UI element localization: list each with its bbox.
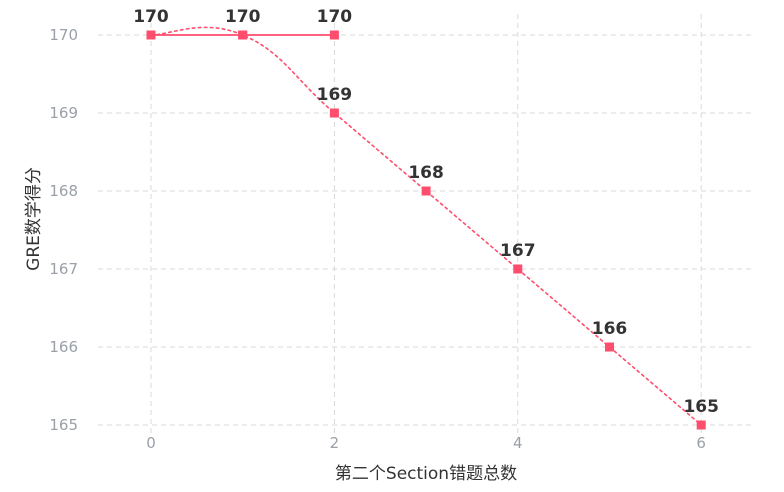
grid <box>98 14 752 438</box>
data-point-marker <box>146 30 156 40</box>
x-axis-title: 第二个Section错题总数 <box>335 464 517 484</box>
data-label: 168 <box>408 163 444 183</box>
x-tick-label: 4 <box>513 434 523 452</box>
y-tick-label: 168 <box>49 182 78 200</box>
x-tick-label: 6 <box>696 434 706 452</box>
x-tick-label: 0 <box>146 434 156 452</box>
data-label: 166 <box>592 319 628 339</box>
data-point-marker <box>329 30 339 40</box>
data-label: 165 <box>683 397 719 417</box>
series-dotted-line <box>150 26 702 426</box>
data-point-marker <box>421 186 431 196</box>
series-group <box>146 26 706 430</box>
y-tick-label: 165 <box>49 416 78 434</box>
data-label: 170 <box>225 7 261 27</box>
data-point-marker <box>696 420 706 430</box>
y-tick-label: 170 <box>49 26 78 44</box>
data-label: 170 <box>317 7 353 27</box>
x-axis: 0 2 4 6 <box>146 434 706 452</box>
data-label: 170 <box>133 7 169 27</box>
data-labels: 170 170 170 169 168 167 166 165 <box>133 7 719 417</box>
data-point-marker <box>238 30 248 40</box>
data-point-marker <box>513 264 523 274</box>
y-axis-title: GRE数学得分 <box>24 167 44 271</box>
x-tick-label: 2 <box>330 434 340 452</box>
data-point-marker <box>605 342 614 352</box>
y-axis: 165 166 167 168 169 170 <box>49 26 78 434</box>
y-tick-label: 167 <box>49 260 78 278</box>
data-label: 167 <box>500 241 536 261</box>
data-point-marker <box>329 108 339 118</box>
y-tick-label: 166 <box>49 338 78 356</box>
data-label: 169 <box>317 85 353 105</box>
y-tick-label: 169 <box>49 104 78 122</box>
